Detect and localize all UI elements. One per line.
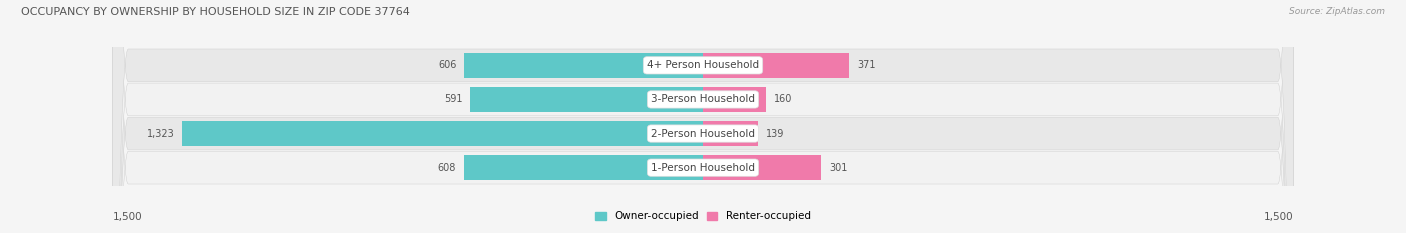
Text: 608: 608 xyxy=(437,163,456,173)
Text: 301: 301 xyxy=(830,163,848,173)
Bar xyxy=(183,121,703,146)
Text: 2-Person Household: 2-Person Household xyxy=(651,129,755,139)
Text: 606: 606 xyxy=(439,60,457,70)
FancyBboxPatch shape xyxy=(112,0,1294,233)
Text: OCCUPANCY BY OWNERSHIP BY HOUSEHOLD SIZE IN ZIP CODE 37764: OCCUPANCY BY OWNERSHIP BY HOUSEHOLD SIZE… xyxy=(21,7,411,17)
Text: 3-Person Household: 3-Person Household xyxy=(651,94,755,104)
Text: 1,500: 1,500 xyxy=(1264,212,1294,222)
Legend: Owner-occupied, Renter-occupied: Owner-occupied, Renter-occupied xyxy=(591,207,815,226)
Bar xyxy=(703,53,849,78)
Text: 1-Person Household: 1-Person Household xyxy=(651,163,755,173)
FancyBboxPatch shape xyxy=(112,0,1294,233)
Bar xyxy=(703,87,766,112)
Bar xyxy=(471,87,703,112)
Bar xyxy=(464,155,703,180)
Bar xyxy=(703,121,758,146)
Text: Source: ZipAtlas.com: Source: ZipAtlas.com xyxy=(1289,7,1385,16)
Text: 4+ Person Household: 4+ Person Household xyxy=(647,60,759,70)
Text: 139: 139 xyxy=(766,129,785,139)
Bar xyxy=(464,53,703,78)
Text: 1,500: 1,500 xyxy=(112,212,142,222)
Text: 1,323: 1,323 xyxy=(146,129,174,139)
FancyBboxPatch shape xyxy=(112,0,1294,233)
Text: 371: 371 xyxy=(856,60,876,70)
Text: 160: 160 xyxy=(773,94,792,104)
FancyBboxPatch shape xyxy=(112,0,1294,233)
Bar xyxy=(703,155,821,180)
Text: 591: 591 xyxy=(444,94,463,104)
